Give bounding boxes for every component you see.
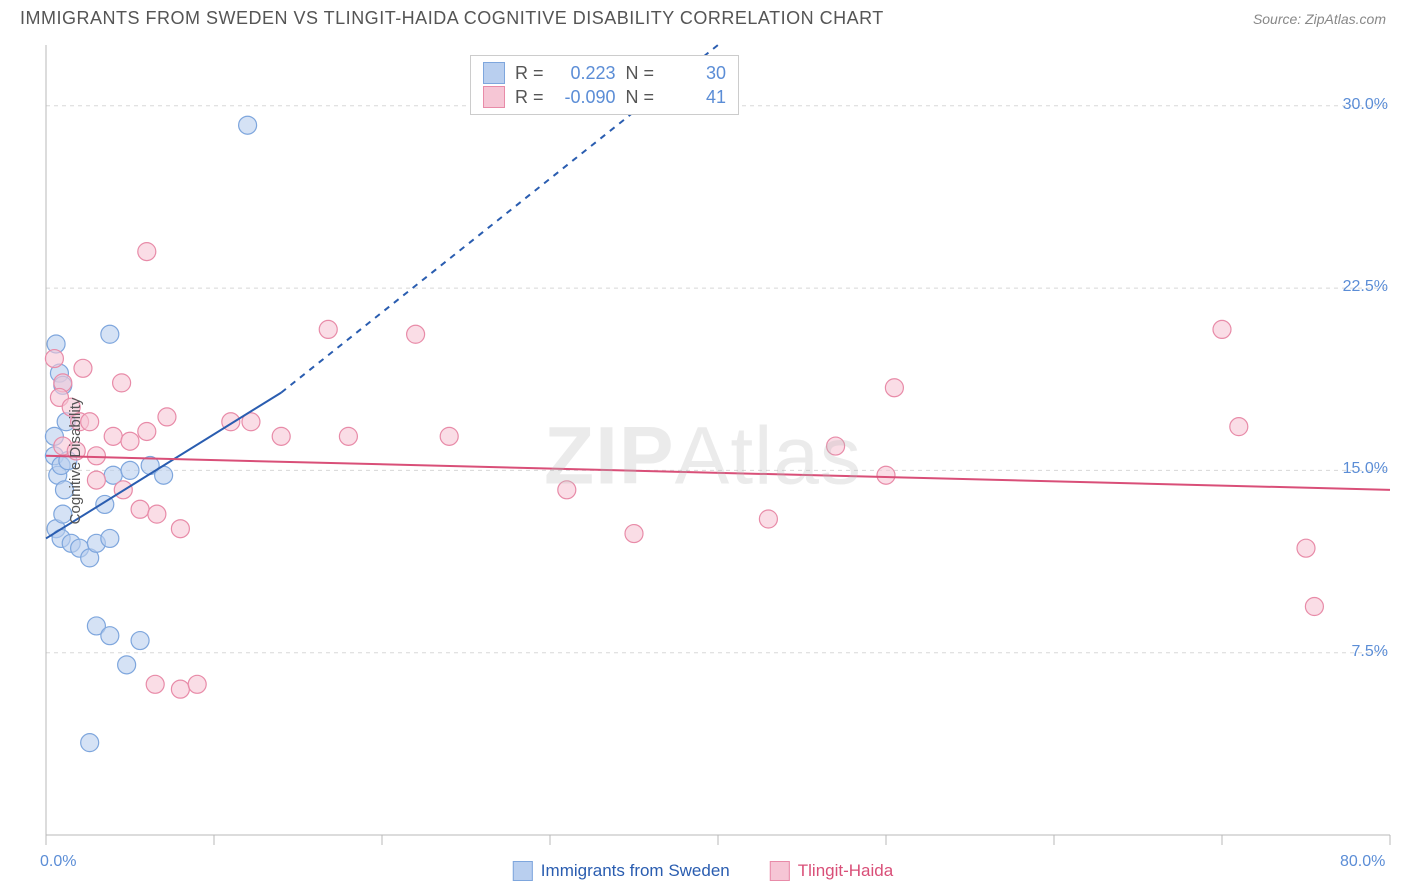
legend-swatch-0 [513,861,533,881]
x-tick-label: 80.0% [1340,853,1385,871]
legend-item-0: Immigrants from Sweden [513,861,730,881]
legend-item-1: Tlingit-Haida [770,861,893,881]
y-tick-label: 30.0% [1343,96,1388,114]
series-swatch-0 [483,62,505,84]
r-value-1: -0.090 [554,87,616,108]
bottom-legend: Immigrants from Sweden Tlingit-Haida [513,861,893,881]
r-value-0: 0.223 [554,63,616,84]
chart-title: IMMIGRANTS FROM SWEDEN VS TLINGIT-HAIDA … [20,8,884,29]
r-label: R = [515,87,544,108]
y-axis-label: Cognitive Disability [67,398,84,525]
y-tick-label: 7.5% [1352,643,1388,661]
stats-row-1: R = -0.090 N = 41 [483,86,726,108]
n-value-1: 41 [664,87,726,108]
series-swatch-1 [483,86,505,108]
n-label: N = [626,87,655,108]
y-tick-label: 22.5% [1343,278,1388,296]
y-tick-label: 15.0% [1343,460,1388,478]
legend-swatch-1 [770,861,790,881]
scatter-chart-svg [0,33,1406,889]
legend-label-0: Immigrants from Sweden [541,861,730,881]
chart-header: IMMIGRANTS FROM SWEDEN VS TLINGIT-HAIDA … [0,0,1406,33]
stats-row-0: R = 0.223 N = 30 [483,62,726,84]
chart-source: Source: ZipAtlas.com [1253,11,1386,27]
r-label: R = [515,63,544,84]
chart-area: ZIPAtlas Cognitive Disability R = 0.223 … [0,33,1406,889]
n-value-0: 30 [664,63,726,84]
n-label: N = [626,63,655,84]
x-tick-label: 0.0% [40,853,76,871]
legend-label-1: Tlingit-Haida [798,861,893,881]
correlation-stats-box: R = 0.223 N = 30 R = -0.090 N = 41 [470,55,739,115]
